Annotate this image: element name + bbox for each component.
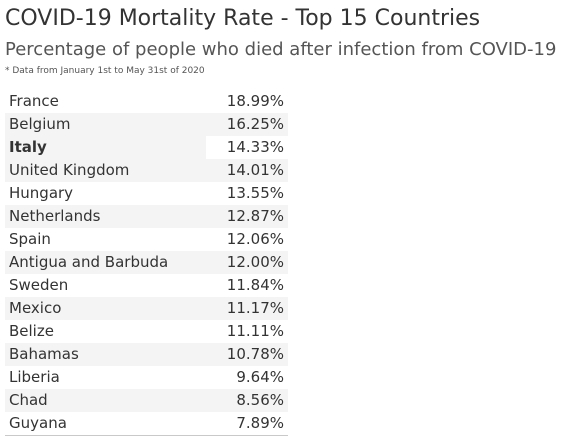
- rate-cell: 12.06%: [226, 230, 284, 248]
- table-row[interactable]: France 18.99%: [5, 90, 288, 113]
- table-row[interactable]: Liberia 9.64%: [5, 366, 288, 389]
- rate-cell: 10.78%: [226, 345, 284, 363]
- country-cell: Mexico: [9, 299, 62, 317]
- table-row[interactable]: Spain 12.06%: [5, 228, 288, 251]
- table-row[interactable]: Bahamas 10.78%: [5, 343, 288, 366]
- country-cell: Guyana: [9, 414, 67, 432]
- country-cell: United Kingdom: [9, 161, 130, 179]
- rate-cell: 13.55%: [226, 184, 284, 202]
- date-range-footnote: * Data from January 1st to May 31st of 2…: [5, 66, 205, 76]
- rate-cell: 14.33%: [226, 138, 284, 156]
- table-row[interactable]: Mexico 11.17%: [5, 297, 288, 320]
- rate-cell: 9.64%: [236, 368, 284, 386]
- table-row[interactable]: Chad 8.56%: [5, 389, 288, 412]
- rate-cell: 14.01%: [226, 161, 284, 179]
- rate-cell: 8.56%: [236, 391, 284, 409]
- country-cell: Italy: [5, 136, 206, 159]
- country-cell: Hungary: [9, 184, 74, 202]
- rate-cell: 12.87%: [226, 207, 284, 225]
- table-row[interactable]: United Kingdom 14.01%: [5, 159, 288, 182]
- country-cell: Spain: [9, 230, 51, 248]
- country-cell: Belize: [9, 322, 54, 340]
- rate-cell: 11.17%: [226, 299, 284, 317]
- country-cell: Liberia: [9, 368, 60, 386]
- table-row[interactable]: Antigua and Barbuda 12.00%: [5, 251, 288, 274]
- country-cell: Bahamas: [9, 345, 79, 363]
- page-title: COVID-19 Mortality Rate - Top 15 Countri…: [5, 6, 481, 31]
- country-cell: France: [9, 92, 59, 110]
- table-row[interactable]: Netherlands 12.87%: [5, 205, 288, 228]
- table-row[interactable]: Sweden 11.84%: [5, 274, 288, 297]
- rate-cell: 16.25%: [226, 115, 284, 133]
- country-cell: Belgium: [9, 115, 71, 133]
- rate-cell: 18.99%: [226, 92, 284, 110]
- rate-cell: 12.00%: [226, 253, 284, 271]
- country-cell: Netherlands: [9, 207, 101, 225]
- country-cell: Antigua and Barbuda: [9, 253, 169, 271]
- country-cell: Chad: [9, 391, 48, 409]
- rate-cell: 7.89%: [236, 414, 284, 432]
- mortality-table: France 18.99% Belgium 16.25% Italy 14.33…: [5, 90, 288, 436]
- table-row[interactable]: Guyana 7.89%: [5, 412, 288, 435]
- table-row-highlighted[interactable]: Italy 14.33%: [5, 136, 288, 159]
- rate-cell: 11.84%: [226, 276, 284, 294]
- table-row[interactable]: Belize 11.11%: [5, 320, 288, 343]
- country-cell: Sweden: [9, 276, 69, 294]
- page-subtitle: Percentage of people who died after infe…: [5, 39, 557, 60]
- rate-cell: 11.11%: [226, 322, 284, 340]
- table-row[interactable]: Hungary 13.55%: [5, 182, 288, 205]
- table-row[interactable]: Belgium 16.25%: [5, 113, 288, 136]
